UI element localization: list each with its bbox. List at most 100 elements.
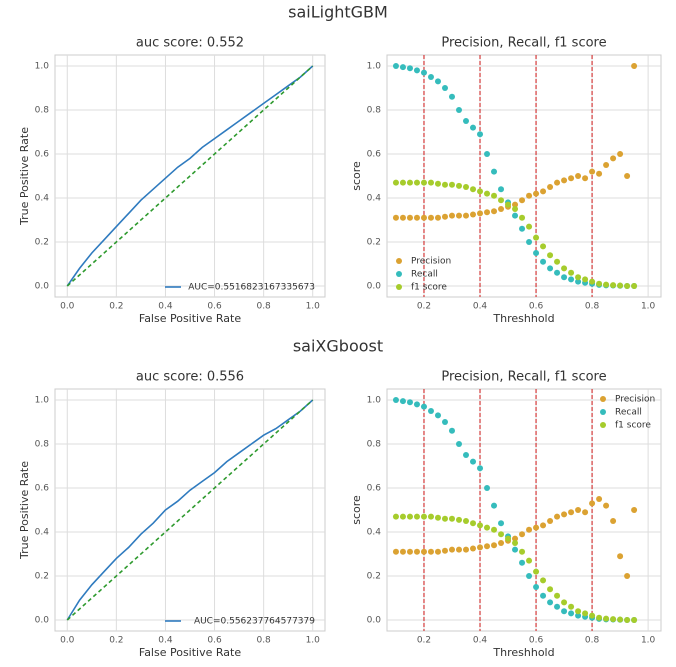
point: [596, 614, 603, 621]
x-tick-label: 0.8: [585, 636, 600, 646]
point: [624, 173, 631, 179]
point: [533, 190, 540, 197]
point: [575, 507, 582, 513]
point: [519, 559, 526, 566]
point: [441, 213, 448, 220]
point: [540, 188, 547, 195]
point: [477, 465, 484, 472]
point: [526, 239, 533, 245]
point: [498, 197, 505, 204]
y-tick-label: 0.2: [367, 238, 381, 248]
point: [596, 496, 603, 502]
point: [392, 513, 399, 520]
point: [448, 546, 455, 553]
point: [575, 608, 582, 615]
point: [589, 612, 596, 619]
x-axis-label: False Positive Rate: [139, 646, 241, 659]
x-tick-label: 0.8: [585, 302, 600, 312]
point: [406, 513, 413, 520]
point: [456, 546, 463, 553]
plot-area: [386, 388, 662, 632]
point: [561, 599, 568, 606]
point: [547, 252, 554, 259]
point: [399, 513, 406, 520]
point: [575, 612, 582, 619]
point: [498, 186, 505, 193]
y-tick-label: 0.0: [367, 616, 382, 626]
chart-title: auc score: 0.552: [136, 36, 244, 51]
point: [519, 548, 526, 555]
legend-label: AUC=0.556237764577379: [194, 617, 315, 627]
point: [427, 179, 434, 186]
point: [610, 518, 617, 524]
point: [540, 577, 547, 584]
point: [505, 201, 512, 208]
y-tick-label: 0.6: [35, 484, 50, 494]
point: [392, 548, 399, 555]
point: [441, 181, 448, 188]
point: [392, 63, 399, 69]
point: [470, 186, 477, 193]
point: [610, 282, 617, 289]
point: [568, 509, 575, 516]
point: [540, 522, 547, 529]
point: [406, 65, 413, 72]
x-tick-label: 0.2: [417, 302, 431, 312]
y-tick-label: 0.6: [367, 484, 382, 494]
point: [456, 516, 463, 523]
point: [498, 206, 505, 212]
y-tick-label: 0.8: [35, 106, 50, 116]
point: [413, 67, 420, 74]
point: [512, 546, 519, 553]
x-tick-label: 1.0: [641, 636, 656, 646]
y-tick-label: 1.0: [35, 62, 50, 72]
point: [568, 276, 575, 283]
point: [406, 548, 413, 555]
point: [448, 181, 455, 188]
point: [533, 568, 540, 575]
x-tick-label: 0.6: [529, 636, 544, 646]
point: [427, 513, 434, 520]
point: [589, 500, 596, 507]
point: [470, 211, 477, 218]
legend-swatch: [600, 422, 606, 428]
point: [456, 441, 463, 447]
point: [420, 403, 427, 410]
x-tick-label: 1.0: [306, 636, 321, 646]
point: [603, 615, 610, 622]
point: [420, 179, 427, 186]
point: [413, 214, 420, 221]
point: [568, 603, 575, 610]
figure-title: saiXGboost: [293, 337, 383, 356]
y-tick-label: 0.8: [35, 440, 50, 450]
point: [491, 208, 498, 215]
point: [456, 107, 463, 113]
y-axis-label: True Positive Rate: [18, 461, 31, 560]
point: [617, 616, 624, 623]
point: [533, 584, 540, 590]
point: [498, 540, 505, 546]
point: [434, 78, 441, 85]
point: [484, 190, 491, 197]
point: [547, 518, 554, 524]
point: [470, 520, 477, 527]
point: [406, 179, 413, 186]
y-axis-label: score: [350, 161, 363, 191]
point: [582, 509, 589, 516]
point: [413, 513, 420, 520]
x-tick-label: 0.6: [529, 302, 544, 312]
point: [420, 69, 427, 76]
point: [596, 280, 603, 287]
point: [399, 179, 406, 186]
point: [427, 74, 434, 80]
y-tick-label: 0.0: [35, 282, 50, 292]
point: [624, 283, 631, 289]
y-tick-label: 0.0: [367, 282, 382, 292]
point: [596, 170, 603, 177]
point: [441, 85, 448, 91]
point: [491, 526, 498, 533]
point: [568, 175, 575, 182]
point: [603, 502, 610, 509]
point: [441, 419, 448, 425]
point: [420, 214, 427, 221]
